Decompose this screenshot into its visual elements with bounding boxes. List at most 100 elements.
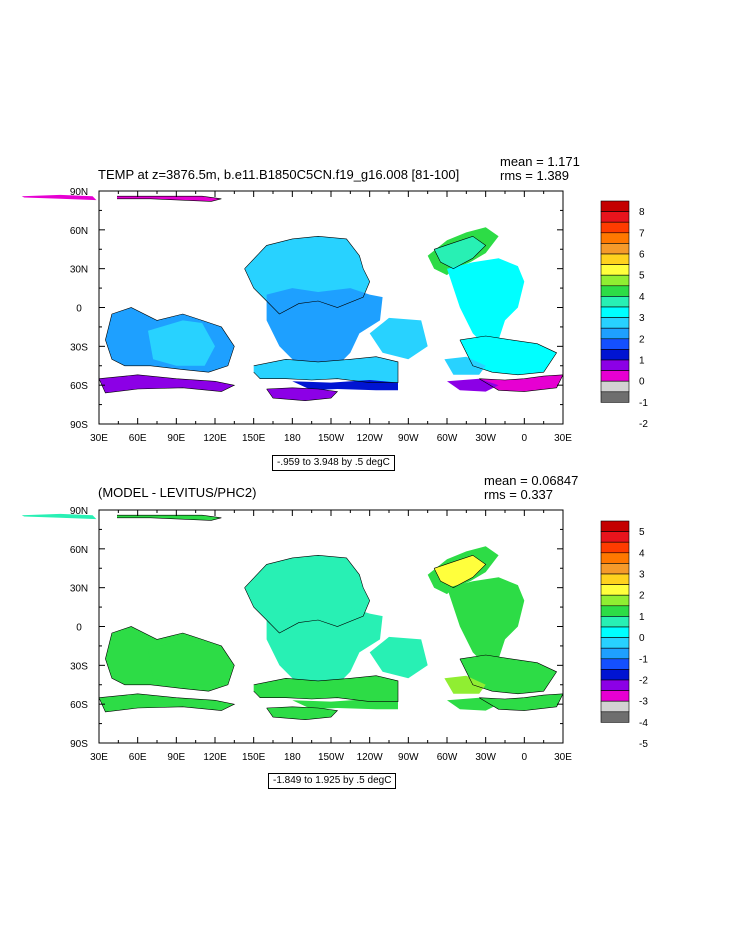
- x-tick-label: 90W: [398, 433, 419, 444]
- region-pacific-south: [253, 675, 398, 702]
- contour-southern-ocean-indian: [98, 693, 236, 713]
- colorbar-swatch: [600, 594, 630, 607]
- x-tick-label: 150E: [242, 752, 266, 763]
- panel-1-mean: mean = 1.171: [500, 154, 580, 169]
- colorbar-label: 0: [639, 633, 645, 644]
- colorbar-swatch: [600, 690, 630, 702]
- x-tick-label: 0: [522, 752, 528, 763]
- region-pacific-southeast: [369, 317, 428, 360]
- region-arctic-east: [21, 513, 97, 520]
- region-arctic-east: [21, 194, 97, 201]
- x-tick-label: 90E: [167, 752, 185, 763]
- region-atlantic-gulf: [434, 236, 486, 269]
- colorbar-swatch: [600, 605, 630, 617]
- colorbar-label: 7: [639, 228, 645, 239]
- colorbar-label: 3: [639, 570, 645, 581]
- x-tick-label: 150E: [242, 433, 266, 444]
- contour-southern-ocean-ross: [266, 387, 339, 402]
- colorbar-swatch: [600, 531, 630, 543]
- region-pacific-central: [266, 288, 383, 370]
- y-tick-label: 60N: [70, 545, 88, 556]
- colorbar-label: -5: [639, 739, 648, 750]
- x-tick-label: 120E: [203, 433, 227, 444]
- region-atlantic-gulf: [434, 555, 486, 588]
- region-southern-ocean-indian: [99, 374, 235, 393]
- x-tick-label: 90W: [398, 752, 419, 763]
- colorbar-swatch: [600, 616, 630, 628]
- colorbar-swatch: [600, 658, 630, 670]
- region-pacific-south: [253, 356, 398, 383]
- x-tick-label: 30W: [475, 433, 496, 444]
- colorbar-label: -2: [639, 676, 648, 687]
- colorbar-label: 0: [639, 377, 645, 388]
- colorbar-swatch: [600, 711, 630, 723]
- x-tick-label: 90E: [167, 433, 185, 444]
- colorbar-swatch: [600, 669, 630, 681]
- contour-atlantic-gulf: [433, 554, 487, 589]
- region-arctic-west: [117, 515, 222, 521]
- colorbar-swatch: [600, 626, 630, 638]
- region-weddell-edge: [447, 697, 499, 711]
- panel-2-rms: rms = 0.337: [484, 487, 554, 502]
- contour-pacific-north: [244, 235, 371, 315]
- y-tick-label: 30N: [70, 265, 88, 276]
- region-southern-ocean-indian: [99, 693, 235, 712]
- colorbar-label: -1: [639, 654, 648, 665]
- y-tick-label: 0: [76, 304, 82, 315]
- y-tick-label: 30S: [70, 342, 88, 353]
- x-tick-label: 60W: [437, 433, 458, 444]
- contour-pacific-south: [253, 356, 399, 383]
- colorbar-swatch: [600, 700, 630, 713]
- region-weddell-edge: [447, 378, 499, 392]
- x-tick-label: 30E: [90, 433, 108, 444]
- contour-southern-ocean-indian: [98, 374, 236, 394]
- y-tick-label: 90N: [70, 506, 88, 517]
- panel-2-range-box: -1.849 to 1.925 by .5 degC: [268, 773, 397, 789]
- region-indian-basin: [148, 639, 215, 685]
- y-tick-label: 30S: [70, 661, 88, 672]
- colorbar-swatch: [600, 637, 630, 649]
- panel-2-map: 30E 60E 90E 120E 150E 180 150W 120W 90W 60W 30W 0 30…: [21, 506, 648, 763]
- contour-lines: [98, 195, 564, 402]
- colorbar-label: 8: [639, 207, 645, 218]
- x-tick-label: 180: [284, 433, 301, 444]
- x-tick-label: 120E: [203, 752, 227, 763]
- y-tick-label: 30N: [70, 584, 88, 595]
- x-tick-label: 0: [522, 433, 528, 444]
- x-tick-label: 30E: [554, 752, 572, 763]
- x-tick-label: 180: [284, 752, 301, 763]
- contour-indian-ocean: [105, 307, 235, 373]
- region-pacific-central: [266, 607, 383, 689]
- x-tick-label: 60E: [129, 752, 147, 763]
- x-tick-label: 60W: [437, 752, 458, 763]
- map-regions: [21, 513, 563, 720]
- colorbar-swatch: [600, 520, 630, 532]
- colorbar-swatch: [600, 647, 630, 660]
- x-tick-label: 120W: [357, 752, 384, 763]
- colorbar-label: -4: [639, 718, 648, 729]
- contour-atlantic-gulf: [433, 235, 487, 270]
- x-tick-label: 30W: [475, 752, 496, 763]
- y-tick-label: 90S: [70, 739, 88, 750]
- y-tick-label: 60N: [70, 226, 88, 237]
- y-tick-label: 60S: [70, 700, 88, 711]
- colorbar-label: 5: [639, 271, 645, 282]
- contour-atlantic-south: [459, 654, 558, 695]
- region-atlantic-central: [447, 577, 525, 666]
- colorbar-label: 1: [639, 612, 645, 623]
- panel-2-mean: mean = 0.06847: [484, 473, 579, 488]
- colorbar-swatch: [600, 391, 630, 403]
- colorbar-label: -1: [639, 398, 648, 409]
- colorbar-swatch: [600, 679, 630, 691]
- panel-1-map: 30E 60E 90E 120E 150E 180 150W 120W 90W 60W 30W 0 30…: [21, 187, 648, 444]
- colorbar-label: -2: [639, 419, 648, 430]
- colorbar-swatch: [600, 541, 630, 554]
- region-indian-basin: [148, 320, 215, 366]
- colorbar-label: 4: [639, 548, 645, 559]
- region-pacific-southeast: [369, 636, 428, 679]
- region-southern-ocean-ross: [266, 706, 338, 720]
- y-tick-label: 90S: [70, 420, 88, 431]
- colorbar: 5 4 3 2 1 0 -1 -2 -3 -4 -5: [600, 520, 648, 750]
- colorbar-label: 3: [639, 313, 645, 324]
- colorbar-swatch: [600, 563, 630, 575]
